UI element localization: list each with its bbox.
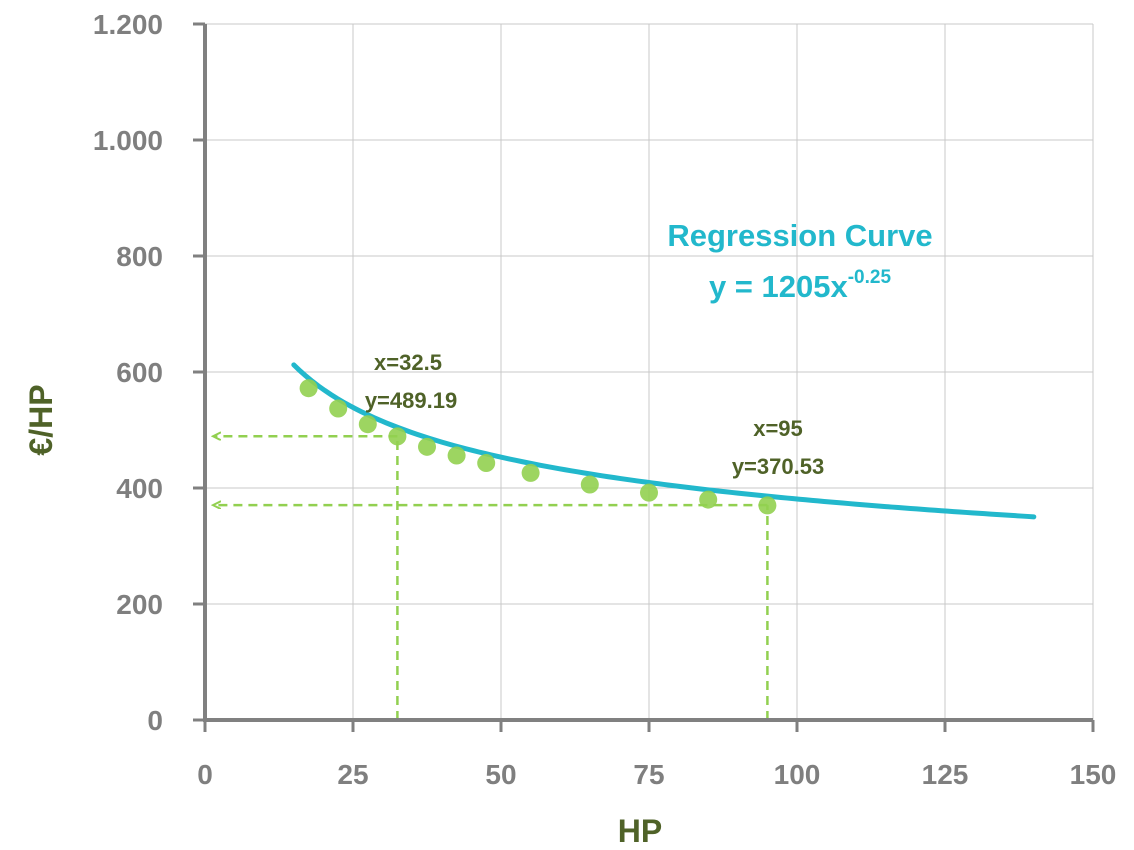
data-point-6: [447, 446, 466, 465]
x-tick-label-4: 100: [774, 759, 821, 790]
guide-2-label-x: x=95: [753, 416, 803, 441]
x-tick-label-6: 150: [1070, 759, 1117, 790]
axes: [193, 22, 1095, 732]
y-tick-label-3: 600: [116, 357, 163, 388]
data-point-3: [358, 415, 377, 434]
data-point-8: [521, 463, 540, 482]
annotations: x=32.5 y=489.19 x=95 y=370.53 Regression…: [365, 218, 933, 479]
x-tick-label-3: 75: [633, 759, 664, 790]
guide-1-label-y: y=489.19: [365, 388, 457, 413]
data-point-2: [329, 399, 348, 418]
guide-1-label-x: x=32.5: [374, 350, 442, 375]
data-point-12: [758, 496, 777, 515]
x-tick-label-0: 0: [197, 759, 213, 790]
data-point-5: [418, 437, 436, 456]
x-tick-label-1: 25: [337, 759, 368, 790]
tick-labels: 0 200 400 600 800 1.000 1.200 0 25 50 75 100 125 150: [93, 9, 1116, 790]
guide-2-label-y: y=370.53: [732, 454, 824, 479]
data-point-4: [388, 427, 407, 446]
y-tick-label-1: 200: [116, 589, 163, 620]
gridlines: [205, 23, 1094, 720]
data-point-9: [580, 475, 599, 494]
regression-equation-base: y = 1205x: [709, 269, 849, 304]
y-tick-label-6: 1.200: [93, 9, 163, 40]
x-axis-title: HP: [618, 813, 662, 849]
y-tick-label-5: 1.000: [93, 125, 163, 156]
data-point-10: [640, 483, 658, 502]
data-points: [299, 379, 777, 515]
regression-curve-layer: [291, 362, 1037, 520]
x-tick-label-5: 125: [922, 759, 969, 790]
y-tick-label-4: 800: [116, 241, 163, 272]
regression-equation-exponent: -0.25: [848, 267, 892, 288]
data-point-7: [477, 454, 496, 473]
data-point-11: [699, 490, 718, 509]
y-tick-label-0: 0: [147, 705, 163, 736]
regression-equation: y = 1205x-0.25: [709, 267, 892, 304]
y-axis-title: €/HP: [23, 384, 59, 455]
guide-lines: [215, 436, 769, 720]
regression-curve: [291, 362, 1037, 520]
regression-title: Regression Curve: [667, 218, 932, 253]
y-tick-label-2: 400: [116, 473, 163, 504]
data-point-1: [299, 379, 318, 398]
x-tick-label-2: 50: [485, 759, 516, 790]
